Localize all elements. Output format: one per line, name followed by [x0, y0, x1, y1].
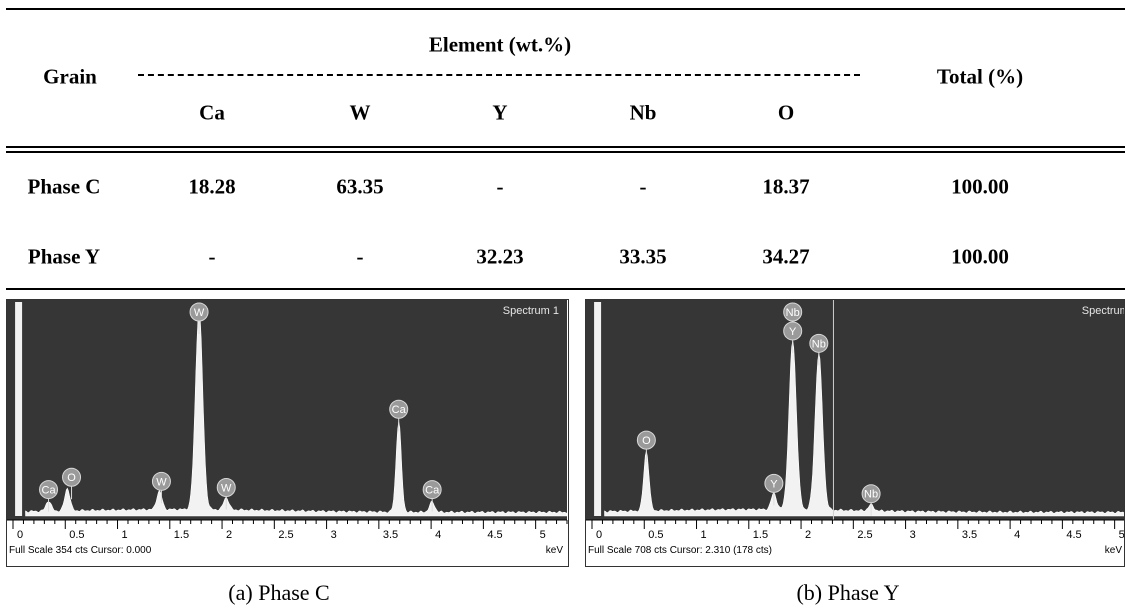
- element-marker-nb: [783, 302, 803, 322]
- x-tick-label: 4.5: [1066, 529, 1081, 541]
- x-tick-label: 2: [805, 529, 811, 541]
- composition-table: Grain Element (wt.%) Total (%) Ca W Y Nb…: [0, 0, 1125, 290]
- x-tick-label: 4: [435, 529, 441, 541]
- x-axis-unit: keV: [1105, 545, 1123, 556]
- element-marker-label: W: [194, 307, 205, 319]
- table-top-rule: [6, 8, 1125, 10]
- cell-phase-y-y: 32.23: [476, 244, 524, 269]
- x-tick-label: 5: [540, 529, 546, 541]
- element-marker-ca: [422, 480, 442, 500]
- spectrum-panel-phase-y: O Y Nb Y Nb Nb Spectrum 2 0 0.5 1 1.5 2 2.5 3 3.5 4 4.5 5…: [585, 299, 1125, 567]
- table-bottom-rule: [6, 288, 1125, 290]
- header-element-y: Y: [492, 100, 508, 125]
- header-element-group: Element (wt.%): [428, 32, 572, 57]
- element-marker-w: [189, 302, 209, 322]
- x-tick-label: 3: [910, 529, 916, 541]
- x-tick-label: 1.5: [753, 529, 768, 541]
- header-total: Total (%): [936, 64, 1024, 89]
- header-grain: Grain: [43, 64, 97, 89]
- spectrum-trace: [604, 340, 1124, 517]
- spectrum-background: [586, 300, 1124, 520]
- spectrum-2-chart: O Y Nb Y Nb Nb Spectrum 2 0 0.5 1 1.5 2 2.5 3 3.5 4 4.5 5…: [586, 300, 1125, 566]
- element-marker-ca: [39, 480, 59, 500]
- caption-phase-y: (b) Phase Y: [796, 580, 900, 605]
- x-tick-label: 5: [1119, 529, 1125, 541]
- element-marker-label: Ca: [425, 485, 440, 497]
- header-element-o: O: [777, 100, 795, 125]
- x-tick-label: 4.5: [487, 529, 502, 541]
- element-marker-label: Nb: [786, 307, 800, 319]
- header-double-rule-bottom: [6, 151, 1125, 153]
- spectrum-background: [7, 300, 567, 520]
- cell-phase-c-nb: -: [639, 174, 647, 199]
- element-marker-label: Ca: [42, 485, 57, 497]
- header-element-nb: Nb: [629, 100, 657, 125]
- element-marker-nb: [861, 484, 881, 504]
- element-marker-label: Y: [789, 326, 797, 338]
- element-marker-ca: [389, 399, 409, 419]
- element-marker-label: Y: [770, 478, 778, 490]
- element-marker-label: Nb: [864, 489, 878, 501]
- element-marker-y: [783, 321, 803, 341]
- header-double-rule-top: [6, 146, 1125, 148]
- cell-phase-c-o: 18.37: [762, 174, 810, 199]
- element-marker-label: O: [642, 435, 651, 447]
- x-tick-label: 0: [17, 529, 23, 541]
- cell-phase-y-ca: -: [208, 244, 216, 269]
- spectrum-footer: Full Scale 354 cts Cursor: 0.000: [9, 545, 152, 556]
- row-grain-phase-c: Phase C: [27, 174, 101, 199]
- element-marker-label: Nb: [812, 338, 826, 350]
- cell-phase-y-nb: 33.35: [619, 244, 667, 269]
- cell-phase-c-total: 100.00: [951, 174, 1009, 199]
- spectrum-panel-phase-c: Ca O W W W Ca Ca Spectrum 1 0 0.5 1 1.5 2 2.5 3 3.5 4 4.5…: [6, 299, 569, 567]
- spectrum-title: Spectrum 1: [503, 305, 559, 317]
- element-marker-label: W: [156, 476, 167, 488]
- cell-phase-c-y: -: [496, 174, 504, 199]
- x-tick-label: 1.5: [174, 529, 189, 541]
- element-marker-y: [764, 473, 784, 493]
- element-marker-w: [216, 478, 236, 498]
- x-tick-label: 3.5: [383, 529, 398, 541]
- x-tick-label: 0.5: [69, 529, 84, 541]
- axis-strip: [7, 520, 567, 566]
- x-tick-label: 2.5: [857, 529, 872, 541]
- x-axis-unit: keV: [546, 545, 564, 556]
- x-tick-label: 3: [331, 529, 337, 541]
- x-tick-label: 4: [1014, 529, 1020, 541]
- x-tick-label: 3.5: [962, 529, 977, 541]
- spectrum-footer: Full Scale 708 cts Cursor: 2.310 (178 ct…: [588, 545, 772, 556]
- element-marker-o: [62, 467, 82, 487]
- element-marker-nb: [809, 333, 829, 353]
- element-marker-o: [636, 430, 656, 450]
- cell-phase-c-ca: 18.28: [188, 174, 236, 199]
- header-dashed-divider: [138, 74, 860, 76]
- zero-strobe-peak: [15, 302, 23, 516]
- spectrum-title: Spectrum 2: [1082, 305, 1125, 317]
- element-marker-label: W: [221, 483, 232, 495]
- spectrum-1-chart: Ca O W W W Ca Ca Spectrum 1 0 0.5 1 1.5 2 2.5 3 3.5 4 4.5…: [7, 300, 568, 566]
- x-tick-label: 1: [701, 529, 707, 541]
- header-element-w: W: [349, 100, 371, 125]
- header-element-ca: Ca: [199, 100, 225, 125]
- axis-strip: [586, 520, 1124, 566]
- x-tick-label: 2.5: [278, 529, 293, 541]
- x-tick-label: 1: [122, 529, 128, 541]
- row-grain-phase-y: Phase Y: [27, 244, 101, 269]
- element-marker-label: O: [67, 472, 76, 484]
- cell-phase-c-w: 63.35: [336, 174, 384, 199]
- cell-phase-y-total: 100.00: [951, 244, 1009, 269]
- zero-strobe-peak: [594, 302, 602, 516]
- cell-phase-y-o: 34.27: [762, 244, 810, 269]
- x-tick-label: 0: [596, 529, 602, 541]
- x-tick-label: 0.5: [648, 529, 663, 541]
- spectrum-trace: [25, 312, 568, 517]
- element-marker-w: [151, 471, 171, 491]
- cell-phase-y-w: -: [356, 244, 364, 269]
- element-marker-label: Ca: [392, 404, 407, 416]
- x-tick-label: 2: [226, 529, 232, 541]
- caption-phase-c: (a) Phase C: [228, 580, 330, 605]
